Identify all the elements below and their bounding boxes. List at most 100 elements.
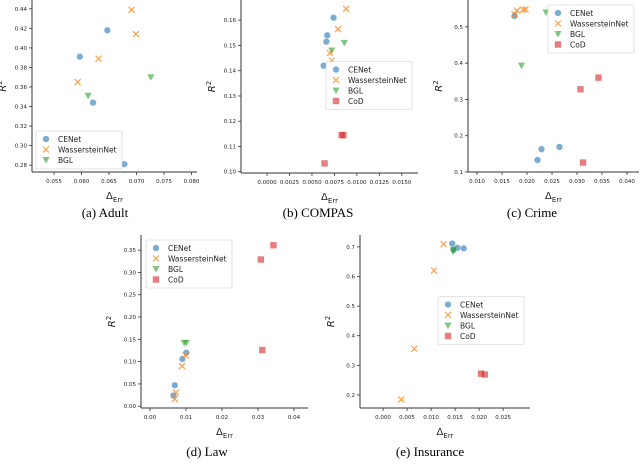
point-cenet [322, 38, 330, 46]
x-tick-label: 0.030 [569, 179, 585, 185]
point-cod [577, 86, 584, 93]
y-tick-label: 0.16 [224, 18, 237, 24]
point-wassersteinnet [522, 6, 529, 13]
point-wassersteinnet [178, 362, 186, 370]
legend-label: WassersteinNet [168, 255, 227, 264]
y-tick-label: 0.34 [15, 105, 28, 111]
point-wassersteinnet [171, 395, 179, 403]
point-wassersteinnet [182, 351, 190, 359]
x-tick-label: 0.04 [288, 415, 301, 421]
y-tick-label: 0.2 [454, 134, 463, 140]
x-tick-label: 0.02 [216, 415, 228, 421]
panel-caption: (e) Insurance [396, 444, 464, 459]
y-axis-label-main: R [107, 320, 118, 327]
legend-label: CoD [348, 97, 364, 106]
y-axis-label-sup: 2 [324, 316, 332, 320]
point-cod [270, 242, 277, 249]
y-tick-label: 0.36 [15, 85, 28, 91]
x-axis-label-main: Δ [545, 191, 552, 202]
x-tick-label: 0.0025 [280, 180, 300, 186]
y-tick-label: 0.28 [15, 163, 28, 169]
point-wassersteinnet [430, 267, 438, 274]
point-cenet [89, 99, 97, 107]
point-wassersteinnet [95, 55, 102, 63]
x-axis-label-sub: Err [113, 196, 123, 204]
legend-box [145, 239, 233, 289]
legend-label: CENet [168, 244, 191, 253]
point-cenet [555, 143, 564, 151]
point-cod [257, 256, 265, 263]
panel-3: 0.00 0.01 0.02 0.03 0.04 0.00 0.05 0.10 0.15 0.20… [105, 235, 308, 459]
y-axis-label-sup: 2 [105, 316, 113, 320]
x-axis-label-sub: Err [552, 196, 562, 204]
legend-marker-cod [152, 276, 160, 283]
y-tick-label: 0.35 [124, 248, 137, 254]
legend-marker-bgl [42, 157, 50, 164]
legend-marker-wassersteinnet [444, 311, 452, 319]
x-tick-label: 0.010 [469, 179, 485, 185]
x-tick-label: 0.000 [375, 415, 391, 421]
legend-box [325, 61, 413, 110]
point-wassersteinnet [172, 388, 180, 396]
y-axis-label-sup: 2 [432, 80, 440, 84]
x-tick-label: 0.060 [74, 179, 90, 185]
legend-marker-cenet [152, 244, 160, 252]
y-tick-label: 0.10 [224, 170, 237, 176]
x-axis-label: ΔErr [321, 192, 338, 205]
point-cenet [329, 14, 338, 22]
x-axis-label: ΔErr [106, 191, 123, 204]
y-tick-label: 0.42 [15, 26, 27, 32]
x-tick-label: 0.010 [423, 415, 439, 421]
y-tick-label: 0.3 [454, 97, 463, 103]
legend-label: CoD [460, 332, 476, 341]
y-tick-label: 0.4 [454, 61, 463, 67]
legend-marker-cenet [554, 9, 562, 17]
y-tick-label: 0.4 [346, 334, 355, 340]
legend-label: BGL [348, 87, 364, 96]
point-wassersteinnet [440, 240, 447, 248]
legend-marker-wassersteinnet [554, 20, 562, 27]
y-tick-label: 0.5 [454, 25, 463, 31]
panel-caption: (a) Adult [82, 205, 129, 220]
x-axis-label: ΔErr [437, 427, 454, 440]
x-tick-label: 0.080 [184, 179, 200, 185]
y-tick-label: 0.32 [15, 124, 27, 130]
point-cenet [533, 156, 542, 164]
legend-marker-bgl [152, 266, 160, 273]
x-axis-label: ΔErr [216, 427, 233, 440]
x-tick-label: 0.0150 [392, 180, 412, 186]
legend-box [437, 296, 525, 345]
x-tick-label: 0.055 [46, 179, 62, 185]
x-tick-label: 0.005 [399, 415, 415, 421]
legend-label: WassersteinNet [348, 76, 407, 85]
point-cenet [537, 145, 546, 153]
x-tick-label: 0.040 [619, 179, 635, 185]
x-tick-label: 0.03 [252, 415, 265, 421]
legend-label: BGL [460, 322, 476, 331]
y-tick-label: 0.7 [346, 245, 355, 251]
legend-marker-bgl [554, 31, 562, 38]
y-axis-label-main: R [326, 320, 337, 327]
y-tick-label: 0.00 [124, 404, 137, 410]
legend-marker-cenet [42, 135, 50, 143]
y-axis-label: R2 [432, 80, 445, 91]
point-cod [259, 346, 266, 354]
legend-marker-bgl [444, 322, 452, 330]
y-tick-label: 0.40 [15, 46, 28, 52]
x-tick-label: 0.015 [494, 179, 510, 185]
y-tick-label: 0.14 [224, 69, 237, 75]
point-cod [595, 74, 602, 81]
legend-marker-cod [554, 41, 562, 48]
point-cod [338, 131, 345, 139]
point-cenet [103, 26, 111, 34]
point-cod [481, 371, 489, 378]
y-tick-label: 0.20 [124, 315, 137, 321]
x-axis-label-sub: Err [328, 197, 338, 205]
x-tick-label: 0.0125 [370, 180, 390, 186]
point-wassersteinnet [410, 345, 418, 353]
legend-label: WassersteinNet [58, 146, 117, 155]
point-bgl [84, 92, 92, 100]
y-axis-label: R2 [0, 80, 9, 91]
